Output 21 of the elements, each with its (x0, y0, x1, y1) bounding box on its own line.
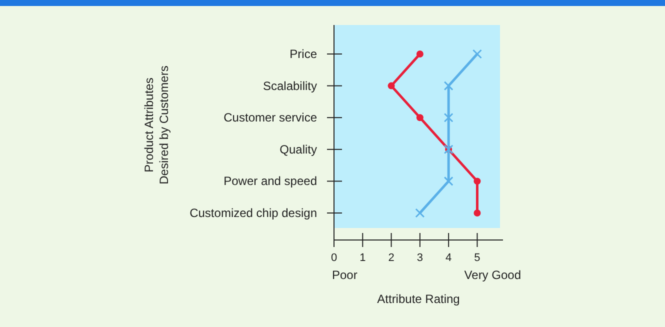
point (474, 210, 481, 216)
text: Poor (332, 268, 358, 282)
y-tick-label: Price (290, 47, 318, 61)
point (416, 50, 424, 58)
y-tick-label: Scalability (262, 78, 317, 93)
x-tick-label: 4 (446, 252, 452, 264)
point (388, 82, 395, 90)
x-tick-label: 3 (416, 252, 423, 264)
x-tick-label: 5 (474, 252, 480, 264)
x-tick-label: 0 (330, 252, 338, 264)
y-axis-title: Product Attributes Desired by Customers (142, 66, 171, 184)
y-tick-label: Customer service (224, 110, 318, 125)
y-tick-label: Power and speed (224, 174, 317, 188)
point (474, 178, 481, 185)
x-tick-label: 2 (388, 252, 394, 264)
y-tick-label: Quality (280, 142, 317, 156)
text: Very Good (464, 268, 521, 282)
y-tick-label: Customized chip design (190, 206, 317, 220)
x-tick-label: 1 (360, 252, 366, 264)
point (416, 114, 424, 122)
x-axis-title: Attribute Rating (377, 292, 460, 306)
